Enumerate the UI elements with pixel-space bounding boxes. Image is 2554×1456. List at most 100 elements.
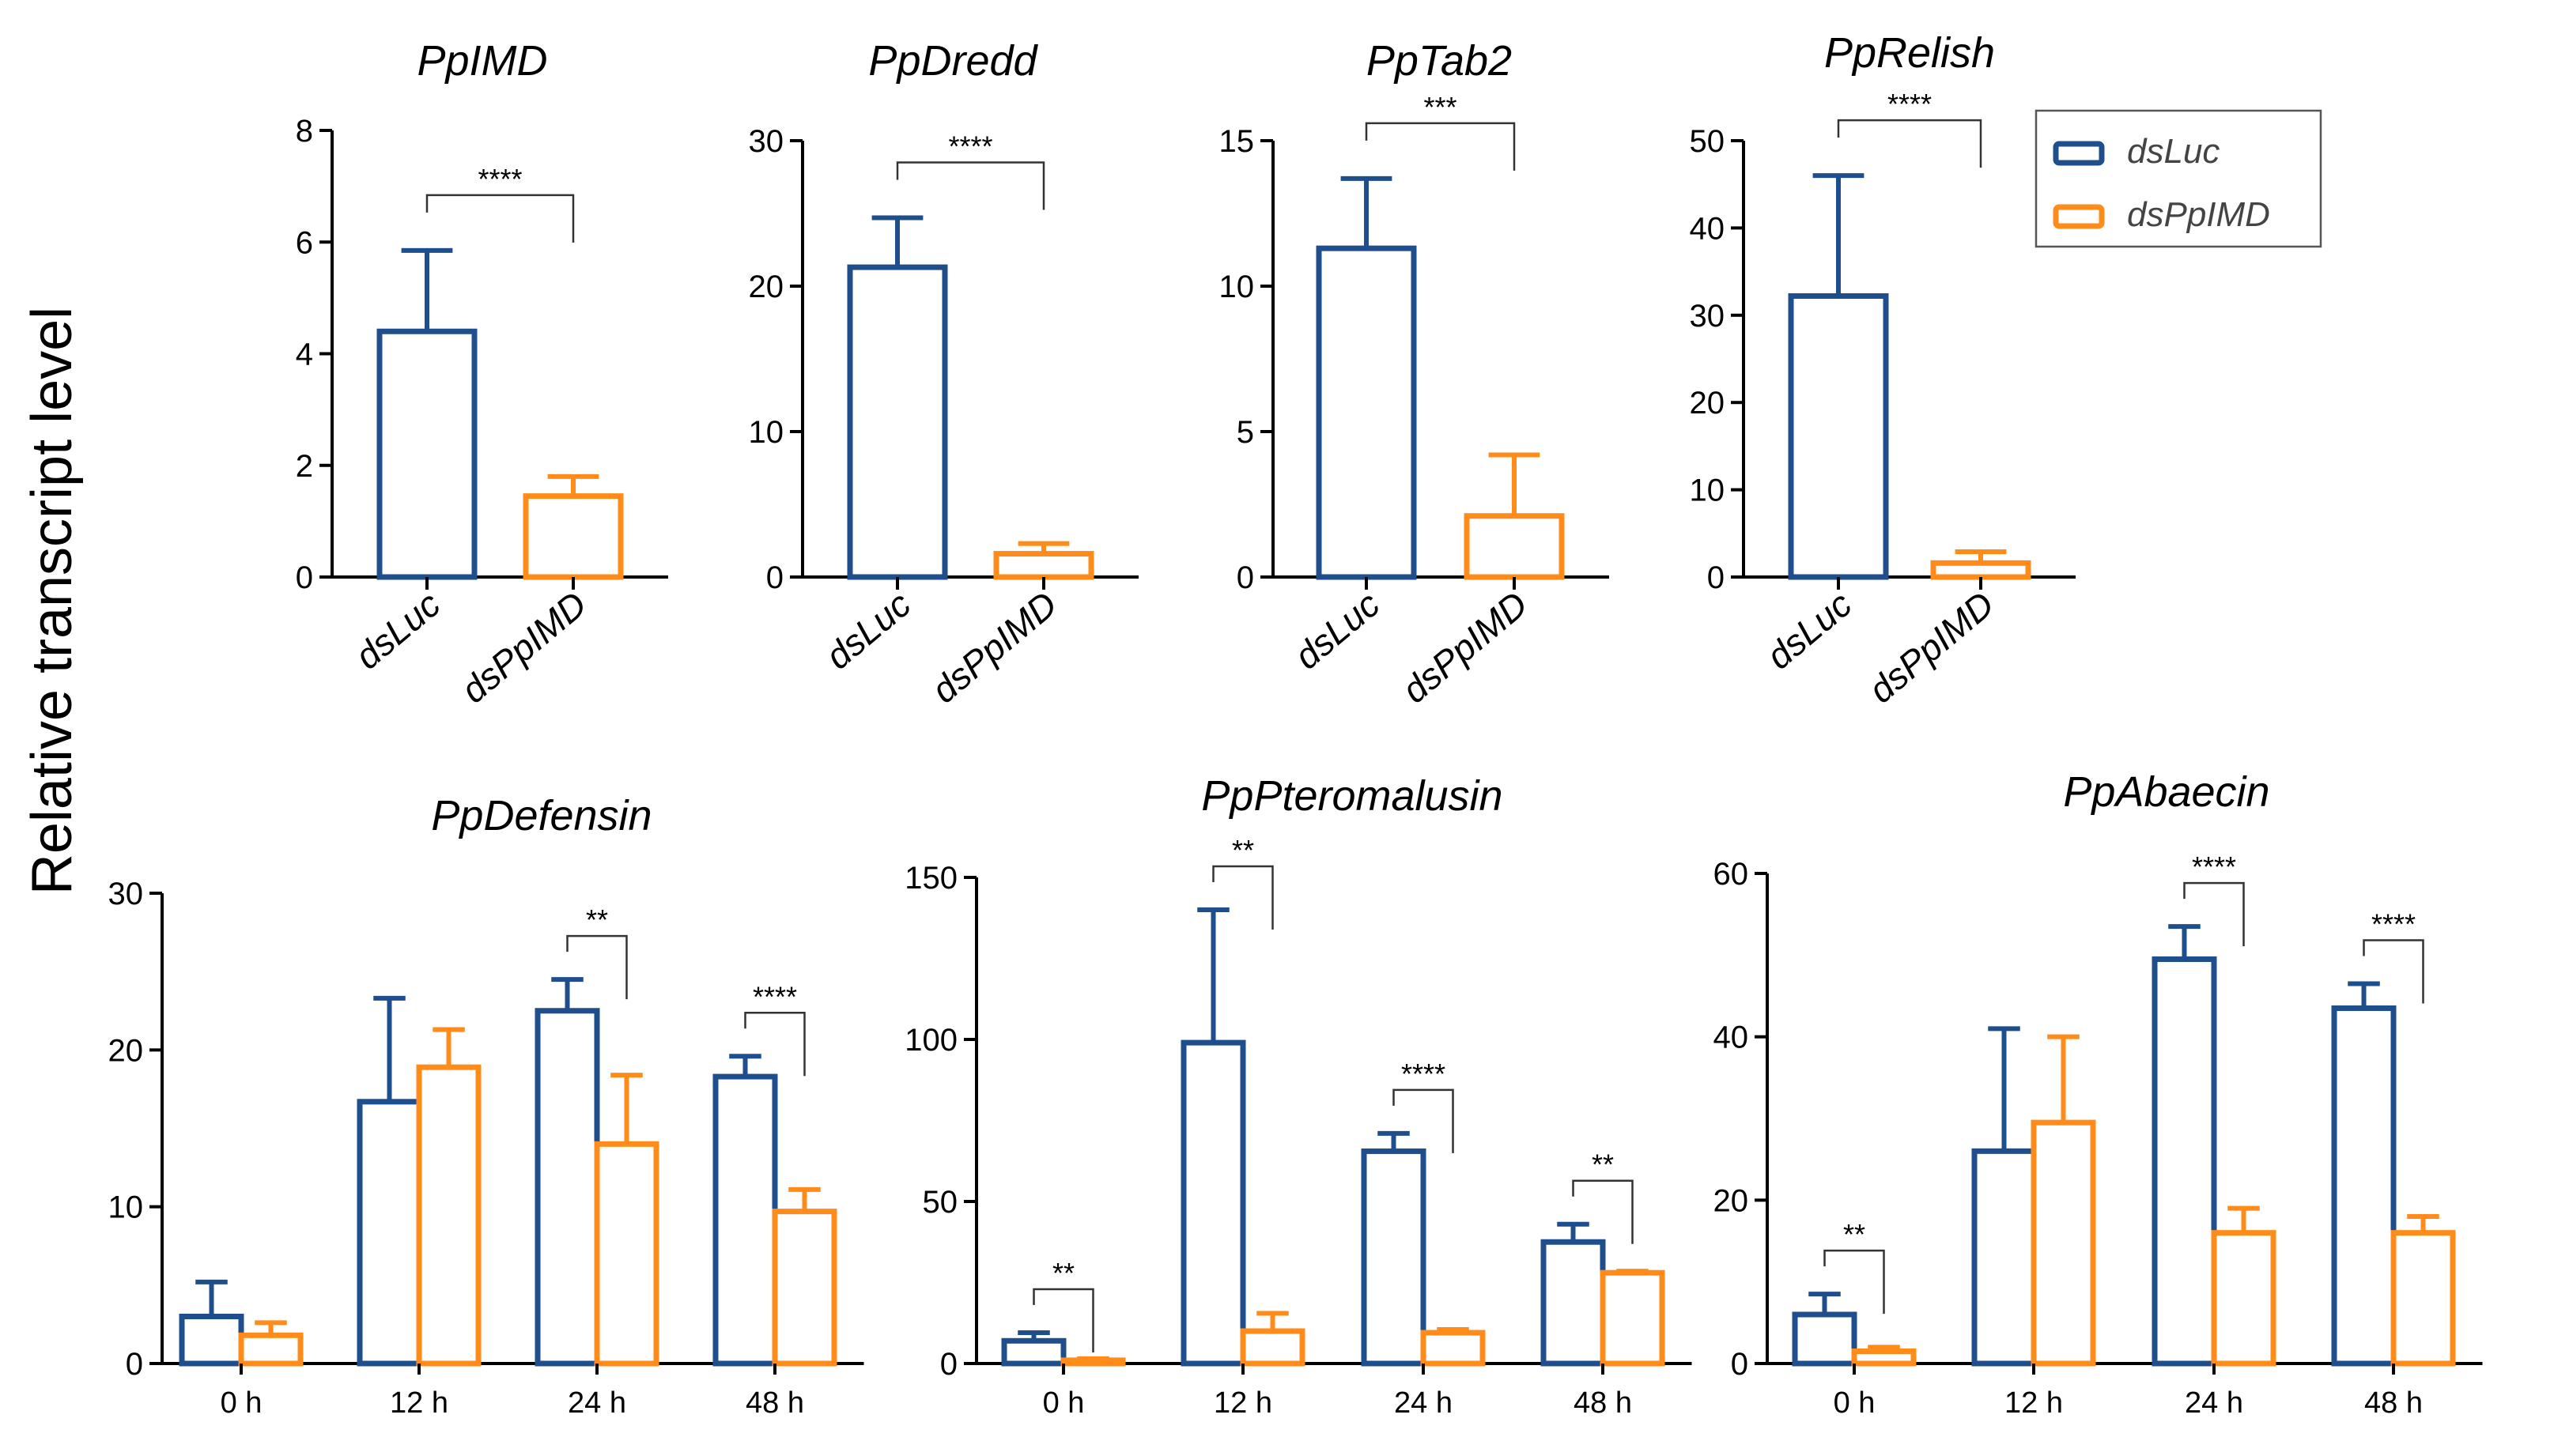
bar <box>2152 956 2217 1367</box>
significance-bracket <box>1837 119 1982 168</box>
y-tick-label: 6 <box>296 225 313 260</box>
legend-swatch-dsLuc <box>2053 141 2105 166</box>
y-tick-label: 0 <box>1707 560 1725 595</box>
significance-bracket <box>1572 1179 1634 1244</box>
y-tick-label: 20 <box>1690 386 1725 421</box>
x-tick-label: dsPpIMD <box>453 583 594 711</box>
y-tick-label: 20 <box>108 1033 144 1068</box>
chart-PpIMD: 0 2 4 6 8 PpIMD dsLuc dsPpIMD **** <box>296 37 668 711</box>
chart-title: PpDredd <box>868 37 1038 85</box>
y-tick-label: 100 <box>905 1023 958 1058</box>
y-tick-label: 30 <box>1690 299 1725 334</box>
bar <box>535 1008 600 1367</box>
bar <box>238 1332 304 1367</box>
bar <box>1792 1311 1857 1367</box>
y-tick-label: 0 <box>940 1347 958 1382</box>
y-tick-label: 20 <box>749 270 784 304</box>
chart-title: PpAbaecin <box>2063 768 2269 816</box>
bar <box>179 1314 244 1367</box>
bar <box>2211 1230 2276 1367</box>
y-tick-label: 0 <box>296 560 313 595</box>
x-tick-label: 48 h <box>746 1386 804 1420</box>
chart-title: PpIMD <box>417 37 547 85</box>
bar <box>2331 1005 2397 1367</box>
significance-bracket <box>1365 122 1516 171</box>
significance-label: **** <box>753 980 797 1013</box>
bar <box>772 1209 837 1367</box>
x-tick-label: 0 h <box>221 1386 263 1420</box>
bar <box>847 264 948 580</box>
significance-bracket <box>896 161 1045 210</box>
y-tick-label: 0 <box>1237 560 1254 595</box>
significance-label: *** <box>1423 91 1456 123</box>
bar <box>1540 1239 1606 1367</box>
significance-bracket <box>1392 1088 1454 1153</box>
y-tick-label: 150 <box>905 861 958 896</box>
y-tick-label: 50 <box>1690 124 1725 159</box>
y-tick-label: 5 <box>1237 415 1254 450</box>
chart-title: PpDefensin <box>431 792 652 839</box>
y-tick-label: 30 <box>108 877 144 911</box>
x-tick-label: dsLuc <box>1286 583 1387 677</box>
x-tick-label: 48 h <box>1574 1386 1632 1420</box>
x-tick-label: dsLuc <box>347 583 448 677</box>
x-tick-label: 0 h <box>1834 1386 1876 1420</box>
significance-label: ** <box>1052 1257 1075 1289</box>
y-tick-label: 40 <box>1713 1020 1749 1055</box>
bar <box>2390 1230 2456 1367</box>
significance-label: **** <box>948 130 992 163</box>
bar <box>1464 513 1565 580</box>
significance-label: ** <box>586 903 608 936</box>
y-tick-label: 0 <box>1731 1347 1748 1382</box>
significance-label: ** <box>1232 834 1254 866</box>
y-tick-label: 10 <box>108 1190 144 1225</box>
bar <box>416 1064 482 1367</box>
x-tick-label: 0 h <box>1043 1386 1085 1420</box>
bar <box>1851 1348 1917 1367</box>
x-tick-label: 24 h <box>568 1386 626 1420</box>
x-tick-label: dsLuc <box>818 583 918 677</box>
significance-bracket <box>744 1012 806 1077</box>
bar <box>1930 560 2031 580</box>
significance-bracket <box>1823 1249 1885 1315</box>
x-tick-label: dsPpIMD <box>1394 583 1535 711</box>
chart-title: PpPteromalusin <box>1201 772 1502 820</box>
significance-label: ** <box>1843 1218 1865 1250</box>
x-tick-label: 48 h <box>2364 1386 2423 1420</box>
y-tick-label: 4 <box>296 338 313 372</box>
x-tick-label: 12 h <box>390 1386 448 1420</box>
significance-bracket <box>1212 865 1274 930</box>
x-tick-label: 12 h <box>1214 1386 1272 1420</box>
legend-label-dsPpIMD: dsPpIMD <box>2127 195 2270 234</box>
bar <box>1316 245 1417 580</box>
significance-label: **** <box>2192 851 2236 883</box>
y-tick-label: 20 <box>1713 1183 1749 1218</box>
y-tick-label: 10 <box>749 415 784 450</box>
legend-swatch-dsPpIMD <box>2053 204 2105 229</box>
chart-title: PpTab2 <box>1366 37 1512 85</box>
bar <box>1361 1148 1426 1367</box>
bar <box>357 1099 422 1367</box>
bar <box>1600 1269 1665 1367</box>
x-tick-label: 12 h <box>2004 1386 2063 1420</box>
significance-bracket <box>566 934 628 1000</box>
significance-label: ** <box>1592 1149 1614 1181</box>
chart-title: PpRelish <box>1824 29 1995 77</box>
bar <box>2031 1119 2096 1367</box>
y-tick-label: 15 <box>1219 124 1255 159</box>
x-tick-label: dsPpIMD <box>924 583 1064 711</box>
y-axis-label: Relative transcript level <box>21 307 84 895</box>
y-tick-label: 60 <box>1713 857 1749 892</box>
y-tick-label: 30 <box>749 124 784 159</box>
y-tick-label: 0 <box>766 560 784 595</box>
x-tick-label: dsLuc <box>1759 583 1859 677</box>
chart-PpDredd: 0 10 20 30 PpDredd dsLuc dsPpIMD **** <box>749 37 1139 711</box>
chart-PpPteromalusin: 0 50 100 150 PpPteromalusin 0 h 12 h 24 h 48 h **… <box>905 772 1692 1420</box>
y-tick-label: 50 <box>923 1185 958 1220</box>
bar <box>1971 1148 2037 1367</box>
y-tick-label: 2 <box>296 449 313 484</box>
